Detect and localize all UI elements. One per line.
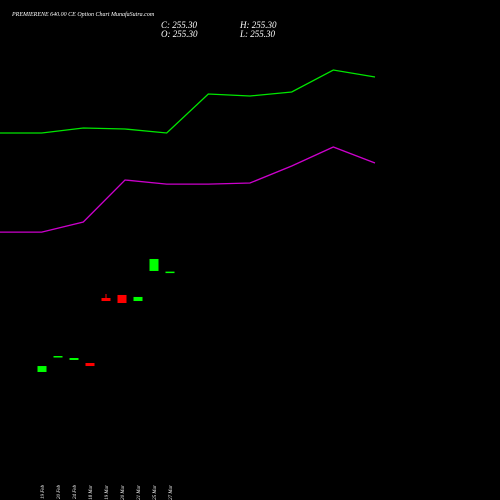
x-tick-label: 18 Mar: [89, 485, 94, 500]
chart-title: PREMIERENE 640.00 CE Option Chart Munafa…: [11, 11, 155, 18]
candle-body: [165, 271, 175, 274]
x-tick-label: 20 Mar: [121, 485, 126, 500]
candle-body: [101, 298, 111, 302]
candle-body: [69, 358, 79, 360]
candle-body: [117, 294, 127, 304]
close-label: C: 255.30: [161, 20, 198, 30]
x-tick-label: 21 Mar: [137, 485, 142, 500]
open-label: O: 255.30: [161, 29, 198, 39]
indicator-line: [0, 146, 376, 233]
candle-body: [85, 363, 95, 367]
x-tick-label: 24 Feb: [73, 485, 78, 500]
candle-body: [149, 258, 159, 271]
x-tick-label: 25 Mar: [153, 485, 158, 500]
candle-body: [53, 356, 63, 358]
candle-body: [133, 296, 143, 302]
x-tick-label: 27 Mar: [169, 485, 174, 500]
indicator-line: [0, 69, 376, 134]
low-label: L: 255.30: [239, 29, 276, 39]
candle-body: [37, 366, 47, 372]
x-tick-label: 20 Feb: [57, 485, 62, 500]
x-tick-label: 19 Feb: [41, 485, 46, 500]
high-label: H: 255.30: [239, 20, 277, 30]
x-tick-label: 19 Mar: [105, 485, 110, 500]
